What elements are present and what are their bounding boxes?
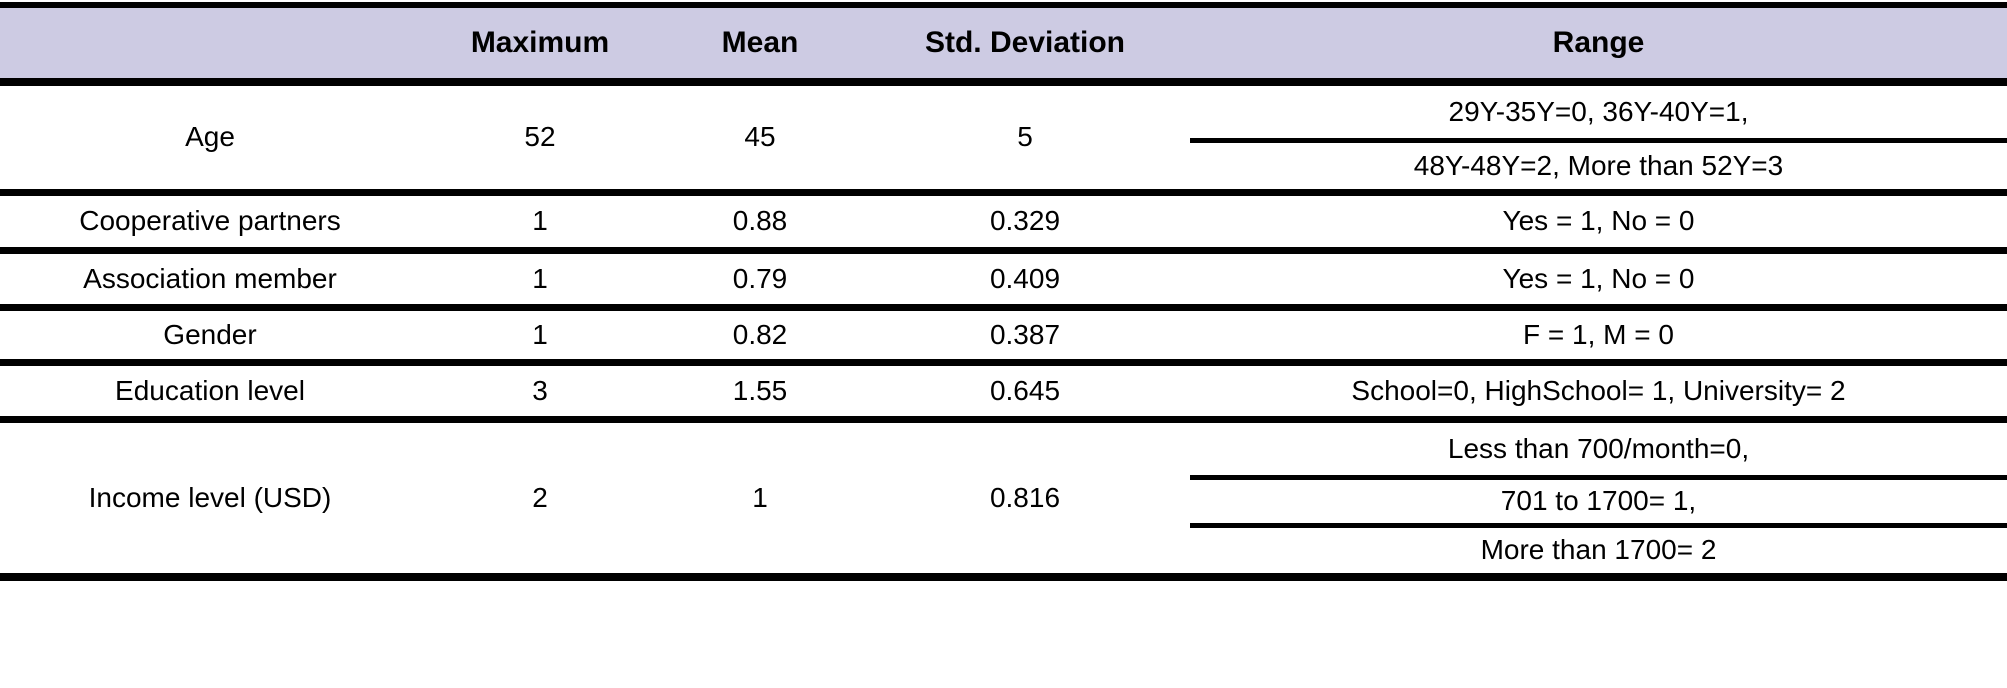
cell-std-deviation: 0.645 (860, 362, 1190, 423)
cell-variable: Education level (0, 362, 420, 423)
cell-maximum: 1 (420, 250, 660, 311)
cell-variable: Association member (0, 250, 420, 311)
cell-std-deviation: 0.409 (860, 250, 1190, 311)
cell-std-deviation: 5 (860, 82, 1190, 196)
cell-mean: 45 (660, 82, 860, 196)
cell-maximum: 3 (420, 362, 660, 423)
descriptive-statistics-table: Maximum Mean Std. Deviation Range Age 52… (0, 2, 2007, 581)
cell-std-deviation: 0.329 (860, 192, 1190, 254)
cell-std-deviation: 0.816 (860, 419, 1190, 581)
table-row-income-level-sub: 701 to 1700= 1, (0, 477, 2007, 528)
cell-mean: 1.55 (660, 362, 860, 423)
cell-mean: 0.79 (660, 250, 860, 311)
header-std-deviation: Std. Deviation (860, 2, 1190, 86)
cell-maximum: 1 (420, 307, 660, 366)
table-row-education-level: Education level 3 1.55 0.645 School=0, H… (0, 362, 2007, 423)
cell-range-line: Less than 700/month=0, (1190, 419, 2007, 480)
cell-range-line: Yes = 1, No = 0 (1190, 250, 2007, 311)
cell-range-line: 701 to 1700= 1, (1190, 477, 2007, 528)
cell-variable: Income level (USD) (0, 419, 420, 581)
cell-range-line: 48Y-48Y=2, More than 52Y=3 (1190, 140, 2007, 196)
table-row-income-level-sub: More than 1700= 2 (0, 525, 2007, 581)
header-mean: Mean (660, 2, 860, 86)
cell-mean: 1 (660, 419, 860, 581)
cell-mean: 0.82 (660, 307, 860, 366)
cell-maximum: 52 (420, 82, 660, 196)
cell-variable: Cooperative partners (0, 192, 420, 254)
table-row-cooperative-partners: Cooperative partners 1 0.88 0.329 Yes = … (0, 192, 2007, 254)
table-row-income-level: Income level (USD) 2 1 0.816 Less than 7… (0, 419, 2007, 581)
table-row-gender: Gender 1 0.82 0.387 F = 1, M = 0 (0, 307, 2007, 366)
cell-maximum: 1 (420, 192, 660, 254)
cell-range-line: Yes = 1, No = 0 (1190, 192, 2007, 254)
header-maximum: Maximum (420, 2, 660, 86)
header-range: Range (1190, 2, 2007, 86)
cell-range-line: 29Y-35Y=0, 36Y-40Y=1, (1190, 82, 2007, 143)
cell-maximum: 2 (420, 419, 660, 581)
table-row-association-member: Association member 1 0.79 0.409 Yes = 1,… (0, 250, 2007, 311)
cell-range-line: School=0, HighSchool= 1, University= 2 (1190, 362, 2007, 423)
cell-variable: Gender (0, 307, 420, 366)
table-header-row: Maximum Mean Std. Deviation Range (0, 2, 2007, 86)
cell-range-line: F = 1, M = 0 (1190, 307, 2007, 366)
table-row-age-sub: 48Y-48Y=2, More than 52Y=3 (0, 140, 2007, 196)
header-variable (0, 2, 420, 86)
cell-range-line: More than 1700= 2 (1190, 525, 2007, 581)
table-row-age: Age 52 45 5 29Y-35Y=0, 36Y-40Y=1, (0, 82, 2007, 196)
cell-std-deviation: 0.387 (860, 307, 1190, 366)
cell-mean: 0.88 (660, 192, 860, 254)
cell-variable: Age (0, 82, 420, 196)
